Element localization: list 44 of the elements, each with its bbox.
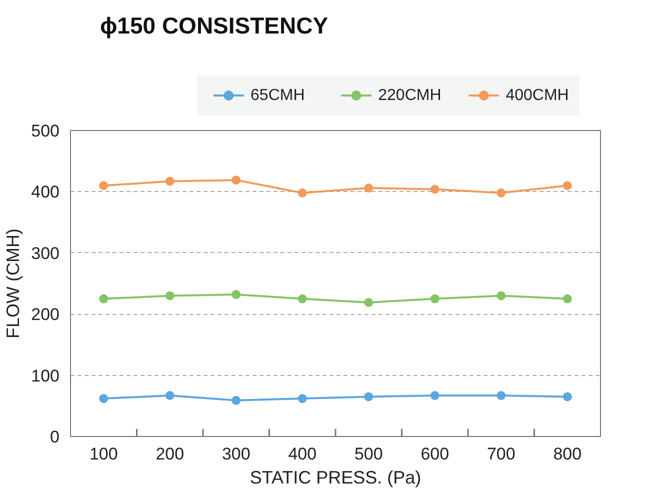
point bbox=[496, 188, 506, 198]
point bbox=[364, 392, 374, 402]
point bbox=[298, 188, 307, 198]
legend-label: 220CMH bbox=[378, 87, 442, 104]
point bbox=[562, 181, 572, 190]
point bbox=[232, 396, 241, 405]
y-axis-title: FLOW (CMH) bbox=[3, 228, 24, 338]
y-tick-label: 0 bbox=[50, 428, 60, 446]
x-tick-label: 300 bbox=[222, 444, 250, 464]
x-tick-label: 100 bbox=[89, 444, 118, 464]
point bbox=[430, 184, 440, 194]
point bbox=[562, 392, 572, 402]
point bbox=[99, 181, 108, 190]
legend-label: 400CMH bbox=[506, 87, 569, 104]
point bbox=[232, 290, 241, 300]
point bbox=[165, 391, 174, 400]
point bbox=[364, 298, 374, 307]
point bbox=[165, 176, 174, 186]
point bbox=[562, 294, 572, 304]
x-axis-title: STATIC PRESS. (Pa) bbox=[250, 468, 422, 488]
point bbox=[99, 394, 108, 404]
y-tick-label: 300 bbox=[31, 244, 60, 263]
point bbox=[496, 291, 506, 300]
point bbox=[496, 391, 506, 400]
point bbox=[232, 176, 241, 185]
x-tick-label: 600 bbox=[420, 444, 450, 464]
x-tick-label: 700 bbox=[486, 444, 516, 464]
chart-title: ϕ150 CONSISTENCY bbox=[100, 12, 328, 38]
point bbox=[430, 391, 440, 400]
y-tick-label: 200 bbox=[31, 305, 60, 324]
y-tick-label: 100 bbox=[31, 366, 60, 386]
point bbox=[99, 294, 108, 304]
point bbox=[298, 294, 307, 304]
point bbox=[430, 294, 440, 304]
legend-label: 65CMH bbox=[250, 87, 305, 104]
point bbox=[364, 184, 374, 193]
point bbox=[165, 291, 174, 300]
y-tick-label: 400 bbox=[31, 182, 60, 202]
x-tick-label: 800 bbox=[553, 444, 582, 464]
x-tick-label: 500 bbox=[354, 444, 383, 464]
point bbox=[298, 394, 307, 404]
y-tick-label: 500 bbox=[31, 122, 60, 140]
x-tick-label: 400 bbox=[288, 444, 317, 464]
x-tick-label: 200 bbox=[156, 444, 184, 464]
